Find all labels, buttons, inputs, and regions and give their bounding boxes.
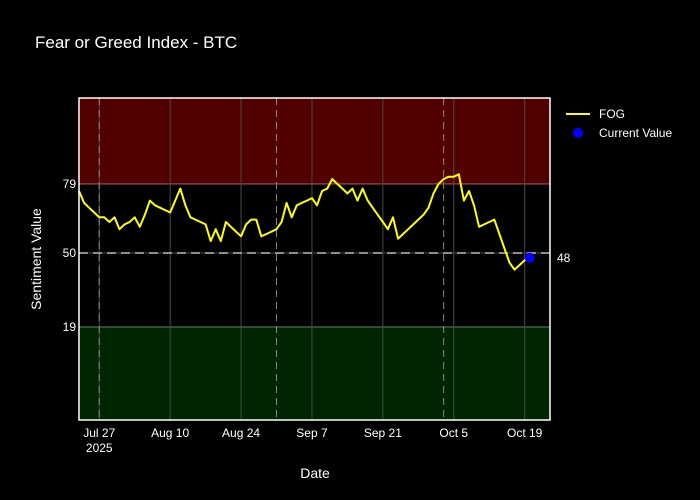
x-tick-label: Oct 5	[439, 426, 468, 440]
y-tick-label: 19	[63, 320, 77, 334]
x-tick-label: Sep 7	[296, 426, 328, 440]
x-tick-label: Aug 10	[151, 426, 189, 440]
current-value-group: 48	[524, 251, 571, 265]
current-value-label: 48	[557, 251, 571, 265]
chart-title: Fear or Greed Index - BTC	[35, 33, 238, 52]
y-tick-label: 50	[63, 246, 77, 260]
x-tick-label: Aug 24	[222, 426, 260, 440]
x-tick-label: Sep 21	[364, 426, 402, 440]
event-markers	[98, 98, 445, 420]
x-tick-label: Jul 27	[83, 426, 115, 440]
x-tick-label: Oct 19	[507, 426, 543, 440]
x-tick-year-label: 2025	[86, 441, 113, 455]
y-axis-title: Sentiment Value	[28, 208, 44, 310]
legend-current-value-swatch[interactable]	[573, 128, 583, 138]
greed-zone	[79, 98, 550, 184]
legend[interactable]: FOG Current Value	[566, 107, 672, 140]
plot-frame	[78, 97, 551, 421]
current-value-marker	[524, 252, 535, 263]
fog-line	[78, 173, 531, 271]
y-axis-ticks: 19 50 79	[63, 177, 77, 334]
legend-label[interactable]: FOG	[599, 107, 625, 121]
fear-zone	[79, 326, 550, 420]
x-axis-title: Date	[300, 465, 330, 481]
legend-label[interactable]: Current Value	[599, 126, 672, 140]
sentiment-zones	[79, 98, 550, 420]
y-tick-label: 79	[63, 177, 77, 191]
series-fog	[78, 173, 531, 271]
